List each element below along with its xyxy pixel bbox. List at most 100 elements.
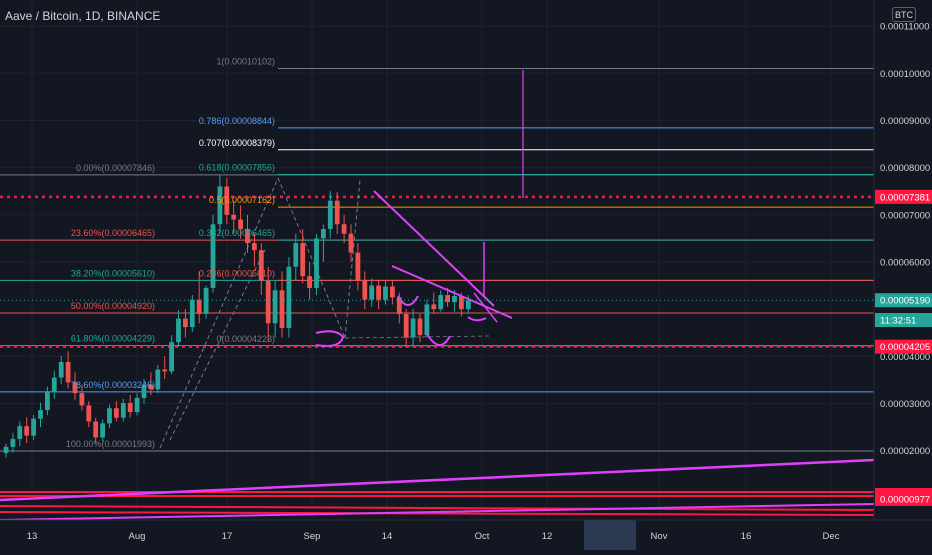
time-axis-tick: 16 (741, 531, 752, 542)
fib-right-label: 0.236(0.00005610) (199, 268, 275, 278)
candle-body (362, 280, 368, 300)
candle-body (383, 286, 388, 300)
candle-body (189, 299, 195, 328)
trend-line (0, 503, 875, 521)
candle-body (141, 384, 147, 398)
time-axis-tick: Nov (651, 531, 668, 542)
time-axis-tick: 14 (382, 531, 393, 542)
candle-body (293, 243, 299, 267)
fib-left-label: 0.00%(0.00007846) (76, 163, 155, 173)
currency-button[interactable]: BTC (892, 7, 916, 22)
candle-body (210, 224, 216, 288)
fib-diagonal (169, 249, 266, 441)
candle-body (169, 342, 174, 372)
candle-body (403, 313, 409, 338)
price-tag-label: 0.00007381 (880, 192, 930, 203)
candle-body (265, 280, 271, 324)
fib-left-label: 61.80%(0.00004229) (71, 334, 155, 344)
fib-left-label: 38.20%(0.00005610) (71, 268, 155, 278)
candle-body (396, 297, 402, 314)
candle-body (445, 295, 450, 303)
price-tag-label: 0.00005190 (880, 296, 930, 307)
candle-body (390, 286, 395, 298)
candle-body (134, 397, 140, 413)
price-tag (875, 313, 932, 328)
candle-body (369, 285, 375, 300)
candle-body (176, 318, 181, 343)
price-axis-bg (874, 0, 932, 520)
candle-body (224, 186, 230, 215)
price-tag (875, 491, 932, 506)
fib-diagonal (277, 177, 346, 339)
time-axis-tick: Sep (304, 531, 321, 542)
fib-diagonal (159, 177, 279, 449)
time-axis-tick: 12 (542, 531, 553, 542)
candle-body (65, 362, 71, 383)
candle-body (438, 295, 444, 310)
candle-body (203, 287, 209, 314)
candle-body (334, 200, 340, 225)
candle-body (45, 391, 50, 411)
price-axis-tick: 0.00010000 (880, 69, 930, 80)
candle-body (86, 405, 92, 422)
candle-body (327, 200, 333, 229)
pattern-mark (426, 333, 451, 346)
candle-body (321, 228, 326, 239)
fib-left-label: 78.60%(0.00003246) (71, 380, 155, 390)
price-tag-label: 0.00004205 (880, 342, 930, 353)
candle-body (231, 214, 237, 220)
candle-body (355, 252, 361, 281)
pattern-mark (397, 295, 419, 306)
fib-right-label: 0.382(0.00006465) (199, 228, 275, 238)
candle-body (17, 426, 23, 439)
fib-diagonal (344, 335, 491, 339)
candle-body (155, 369, 161, 390)
candle-body (10, 438, 16, 447)
candle-body (127, 403, 133, 413)
fib-diagonal (344, 179, 361, 339)
price-axis-tick: 0.00004000 (880, 352, 930, 363)
candle-body (307, 276, 312, 288)
candle-body (272, 290, 278, 324)
fib-left-label: 100.00%(0.00001993) (66, 439, 155, 449)
candle-body (348, 233, 354, 253)
candle-body (107, 408, 112, 424)
price-tag-label: 11:32:51 (880, 316, 916, 327)
price-axis-tick: 0.00008000 (880, 163, 930, 174)
pattern-mark (315, 330, 345, 347)
candle-body (300, 243, 306, 277)
support-line (0, 505, 875, 511)
time-axis-tick: 13 (27, 531, 38, 542)
candle-body (238, 219, 243, 229)
candle-body (410, 318, 416, 338)
price-axis-tick: 0.00011000 (880, 22, 930, 33)
candle-body (72, 382, 78, 394)
price-tag (875, 189, 932, 204)
candle-body (465, 300, 471, 310)
candle-body (252, 243, 257, 251)
candle-body (417, 318, 423, 336)
descending-trendline (391, 265, 513, 319)
fib-right-label: 0.707(0.00008379) (199, 138, 275, 148)
candle-body (162, 369, 168, 372)
candle-body (183, 318, 188, 328)
price-tag (875, 339, 932, 354)
time-axis-tick: Aug (129, 531, 146, 542)
trend-line (0, 458, 875, 502)
candle-body (24, 426, 30, 436)
descending-trendline (373, 190, 495, 307)
candle-body (93, 421, 99, 438)
price-axis-tick: 0.00003000 (880, 399, 930, 410)
fib-right-label: 0.618(0.00007856) (199, 162, 275, 172)
candle-body (120, 403, 126, 418)
channel-line (473, 292, 498, 323)
candle-body (452, 295, 457, 303)
fib-left-label: 50.00%(0.00004920) (71, 301, 155, 311)
candle-body (314, 238, 319, 288)
candle-body (258, 250, 264, 281)
candle-body (217, 186, 223, 225)
candle-body (114, 408, 119, 418)
